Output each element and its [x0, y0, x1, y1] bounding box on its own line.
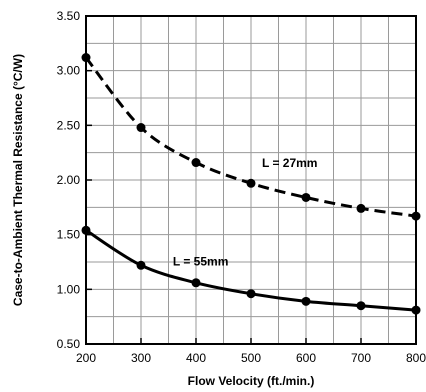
data-point	[246, 289, 256, 299]
series-layer	[81, 53, 421, 315]
x-tick-label: 800	[406, 351, 426, 365]
y-tick-label: 2.50	[57, 118, 81, 132]
data-point	[356, 203, 366, 213]
y-axis-label: Case-to-Ambient Thermal Resistance (°C/W…	[11, 54, 25, 306]
y-tick-label: 3.50	[57, 9, 81, 23]
x-tick-label: 600	[296, 351, 316, 365]
y-tick-label: 3.00	[57, 64, 81, 78]
y-tick-label: 1.00	[57, 282, 81, 296]
y-tick-label: 2.00	[57, 173, 81, 187]
series-annotation: L = 55mm	[173, 254, 228, 268]
data-point	[136, 123, 146, 133]
data-point	[191, 278, 201, 288]
x-tick-label: 500	[241, 351, 261, 365]
data-point	[191, 158, 201, 168]
y-tick-label: 0.50	[57, 337, 81, 351]
x-tick-label: 700	[351, 351, 371, 365]
x-tick-label: 400	[186, 351, 206, 365]
x-tick-label: 300	[131, 351, 151, 365]
data-point	[246, 178, 256, 188]
y-tick-label: 1.50	[57, 228, 81, 242]
annotations: L = 27mm L = 55mm	[173, 156, 318, 268]
data-point	[136, 260, 146, 270]
data-point	[356, 301, 366, 311]
x-axis-label: Flow Velocity (ft./min.)	[188, 374, 315, 388]
data-point	[301, 192, 311, 202]
series-annotation: L = 27mm	[262, 156, 317, 170]
x-tick-label: 200	[76, 351, 96, 365]
x-axis-ticks: 200 300 400 500 600 700 800	[76, 338, 426, 365]
y-axis-ticks: 0.50 1.00 1.50 2.00 2.50 3.00 3.50	[57, 9, 92, 351]
data-point	[301, 296, 311, 306]
